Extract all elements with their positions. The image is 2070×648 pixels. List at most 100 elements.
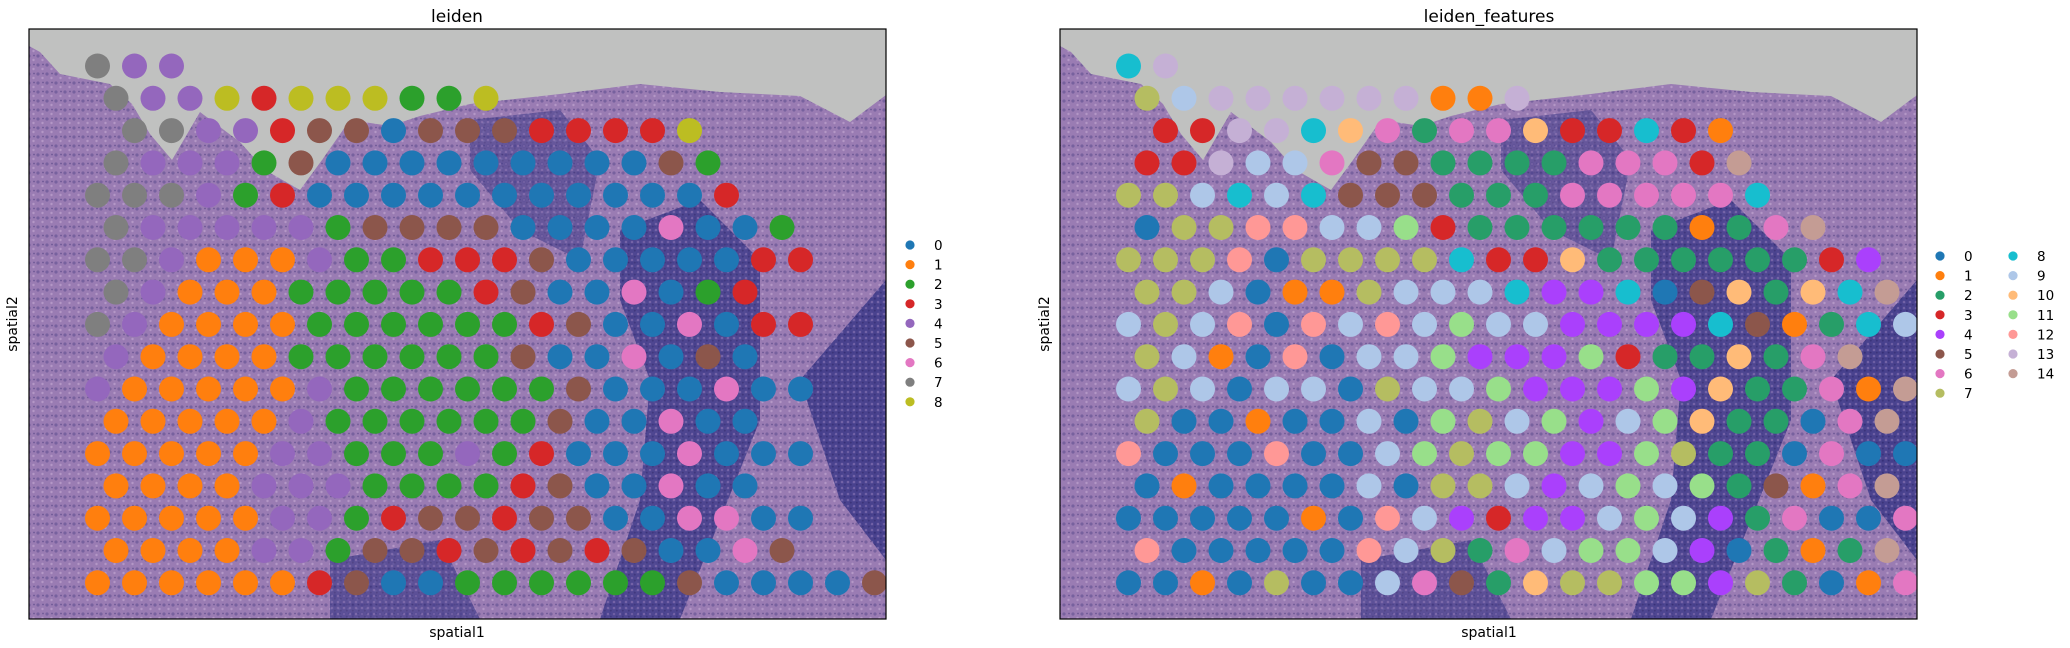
spot-cluster-8 <box>362 85 388 111</box>
legend-label: 8 <box>2037 249 2046 265</box>
spot-cluster-0 <box>1208 538 1234 563</box>
spot-cluster-8 <box>1837 279 1863 305</box>
spot-cluster-0 <box>788 570 813 596</box>
spot-cluster-7 <box>122 182 147 208</box>
spot-cluster-1 <box>1208 344 1234 370</box>
spot-cluster-0 <box>677 376 702 402</box>
legend-label: 7 <box>934 375 943 391</box>
spot-cluster-4 <box>251 538 277 563</box>
spot-cluster-2 <box>418 311 443 337</box>
legend-label: 6 <box>1964 367 1973 383</box>
spot-cluster-6 <box>1763 215 1789 240</box>
spot-cluster-1 <box>233 311 258 337</box>
spot-cluster-6 <box>1819 441 1844 467</box>
spot-cluster-5 <box>307 118 332 144</box>
spot-cluster-9 <box>1523 311 1548 337</box>
spot-cluster-4 <box>1671 311 1696 337</box>
spot-cluster-9 <box>1412 505 1437 531</box>
spot-cluster-7 <box>1134 408 1160 434</box>
spot-cluster-0 <box>1856 505 1881 531</box>
spot-cluster-0 <box>307 182 332 208</box>
spot-cluster-11 <box>1671 570 1696 596</box>
spot-cluster-4 <box>251 473 277 499</box>
spot-cluster-4 <box>325 473 351 499</box>
spot-cluster-10 <box>1523 570 1548 596</box>
spot-cluster-2 <box>1726 408 1752 434</box>
spot-cluster-2 <box>603 570 628 596</box>
spot-cluster-1 <box>1782 311 1807 337</box>
spot-cluster-2 <box>399 85 425 111</box>
spot-cluster-0 <box>695 408 721 434</box>
spot-cluster-0 <box>584 408 610 434</box>
spot-cluster-6 <box>621 344 647 370</box>
spot-cluster-0 <box>1319 538 1345 563</box>
spot-cluster-3 <box>1486 505 1511 531</box>
spot-cluster-3 <box>436 538 462 563</box>
spot-cluster-0 <box>566 247 591 273</box>
axes-frame <box>1059 28 1918 620</box>
spot-cluster-0 <box>732 344 758 370</box>
spot-cluster-8 <box>1615 279 1641 305</box>
spot-cluster-9 <box>1190 376 1215 402</box>
spot-cluster-0 <box>1282 408 1308 434</box>
spot-cluster-9 <box>1264 182 1289 208</box>
spot-cluster-9 <box>1615 408 1641 434</box>
spot-cluster-5 <box>566 376 591 402</box>
spot-cluster-7 <box>1264 570 1289 596</box>
spot-cluster-1 <box>233 376 258 402</box>
spot-cluster-1 <box>1190 570 1215 596</box>
spot-cluster-7 <box>1153 376 1178 402</box>
spot-cluster-2 <box>1745 247 1770 273</box>
spot-cluster-12 <box>1282 215 1308 240</box>
spot-cluster-12 <box>1375 311 1400 337</box>
spot-cluster-0 <box>1227 441 1252 467</box>
spot-cluster-9 <box>1393 538 1419 563</box>
spot-cluster-1 <box>159 441 184 467</box>
spot-cluster-0 <box>695 538 721 563</box>
spot-cluster-3 <box>270 182 295 208</box>
spot-cluster-11 <box>1615 538 1641 563</box>
spot-cluster-1 <box>140 538 166 563</box>
legend-marker <box>1935 271 1945 281</box>
spot-cluster-0 <box>1227 376 1252 402</box>
spot-cluster-3 <box>714 182 739 208</box>
spot-cluster-0 <box>677 182 702 208</box>
spot-cluster-7 <box>1134 344 1160 370</box>
spot-cluster-2 <box>288 279 314 305</box>
spot-cluster-0 <box>640 505 665 531</box>
spot-cluster-7 <box>1560 570 1585 596</box>
spot-cluster-6 <box>1782 505 1807 531</box>
legend-label: 3 <box>934 297 943 313</box>
spot-cluster-4 <box>1597 311 1622 337</box>
legend-label: 7 <box>1964 386 1973 402</box>
spot-cluster-5 <box>418 118 443 144</box>
legend-marker <box>2008 329 2018 339</box>
spot-cluster-9 <box>1449 376 1474 402</box>
spot-cluster-7 <box>85 53 110 79</box>
spot-cluster-2 <box>1523 182 1548 208</box>
spot-cluster-6 <box>1449 118 1474 144</box>
spot-cluster-1 <box>1319 279 1345 305</box>
spot-cluster-2 <box>251 150 277 176</box>
spot-cluster-8 <box>1116 53 1141 79</box>
legend-marker <box>905 377 915 387</box>
spot-cluster-2 <box>1708 441 1733 467</box>
spot-cluster-11 <box>1634 441 1659 467</box>
spot-cluster-12 <box>1375 505 1400 531</box>
spot-cluster-5 <box>566 311 591 337</box>
spot-cluster-13 <box>1356 85 1382 111</box>
spot-cluster-7 <box>1597 570 1622 596</box>
spot-cluster-3 <box>640 118 665 144</box>
spot-cluster-1 <box>140 408 166 434</box>
spot-cluster-2 <box>399 279 425 305</box>
spot-cluster-13 <box>1208 150 1234 176</box>
axes-frame <box>28 28 887 620</box>
spot-cluster-10 <box>1708 376 1733 402</box>
spot-cluster-9 <box>1245 150 1271 176</box>
spot-cluster-0 <box>640 441 665 467</box>
spot-cluster-9 <box>1301 376 1326 402</box>
spot-cluster-2 <box>399 344 425 370</box>
spot-cluster-0 <box>529 182 554 208</box>
legend-marker <box>905 279 915 289</box>
spot-cluster-1 <box>103 408 129 434</box>
